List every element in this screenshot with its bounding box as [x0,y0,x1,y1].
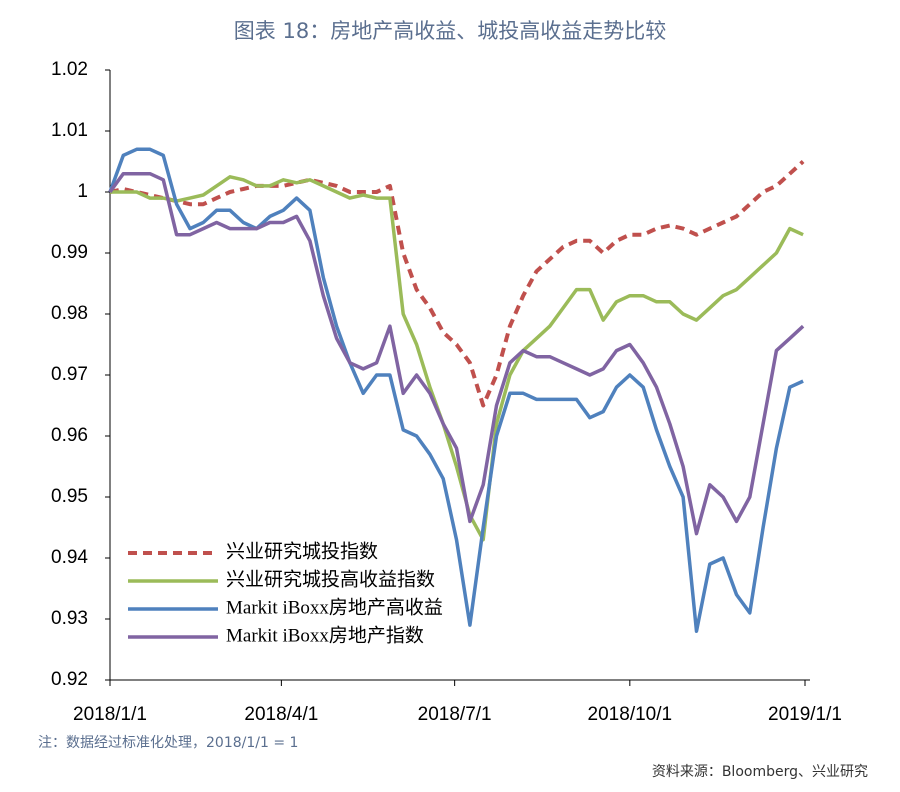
series-line [108,147,804,633]
legend-label: 兴业研究城投高收益指数 [226,568,435,590]
legend-label: Markit iBoxx房地产高收益 [226,596,443,618]
y-tick-label: 1.01 [51,120,88,141]
legend-label: Markit iBoxx房地产指数 [226,624,424,646]
x-tick-label: 2018/10/1 [588,704,673,725]
x-tick-label: 2018/7/1 [418,704,492,725]
x-tick-label: 2019/1/1 [768,704,842,725]
y-tick-label: 0.92 [51,669,88,690]
y-tick-label: 0.94 [51,547,88,568]
x-tick-label: 2018/4/1 [244,704,318,725]
y-tick-label: 0.93 [51,608,88,629]
legend-label: 兴业研究城投指数 [226,540,378,562]
y-tick-label: 0.95 [51,486,88,507]
series-line [110,175,804,542]
y-tick-label: 1 [77,181,88,202]
series-line [109,160,805,408]
series-line [108,171,805,536]
source: 资料来源：Bloomberg、兴业研究 [652,764,868,780]
x-tick-label: 2018/1/1 [73,704,147,725]
y-tick-label: 0.97 [51,364,88,385]
y-tick-label: 1.02 [51,59,88,80]
chart-title: 图表 18：房地产高收益、城投高收益走势比较 [234,19,666,43]
y-tick-label: 0.96 [51,425,88,446]
y-tick-label: 0.99 [51,242,88,263]
note: 注：数据经过标准化处理，2018/1/1 = 1 [38,735,298,751]
y-tick-label: 0.98 [51,303,88,324]
